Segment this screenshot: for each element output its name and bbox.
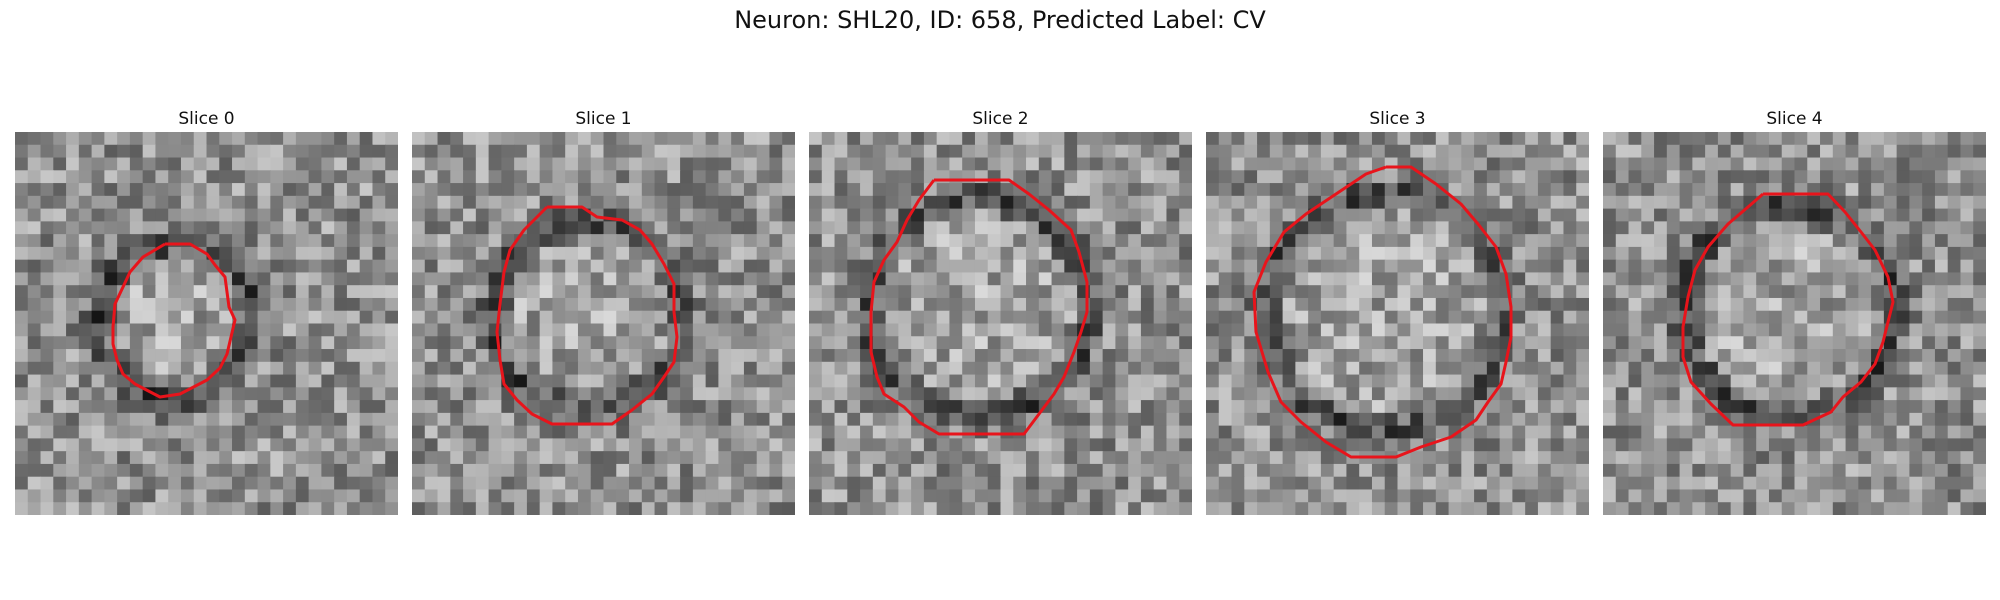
slice-panel-2: Slice 2	[809, 108, 1192, 515]
slice-image	[15, 132, 398, 515]
slice-image	[1603, 132, 1986, 515]
slice-panel-4: Slice 4	[1603, 108, 1986, 515]
slice-image	[809, 132, 1192, 515]
slice-image	[1206, 132, 1589, 515]
slice-title: Slice 3	[1369, 109, 1426, 129]
slice-title: Slice 4	[1766, 109, 1823, 129]
slice-title: Slice 0	[178, 109, 235, 129]
slice-title: Slice 1	[575, 109, 632, 129]
slice-panel-0: Slice 0	[15, 108, 398, 515]
slice-title: Slice 2	[972, 109, 1029, 129]
figure-title: Neuron: SHL20, ID: 658, Predicted Label:…	[734, 6, 1266, 34]
slice-panel-1: Slice 1	[412, 108, 795, 515]
slice-image	[412, 132, 795, 515]
slice-panel-3: Slice 3	[1206, 108, 1589, 515]
